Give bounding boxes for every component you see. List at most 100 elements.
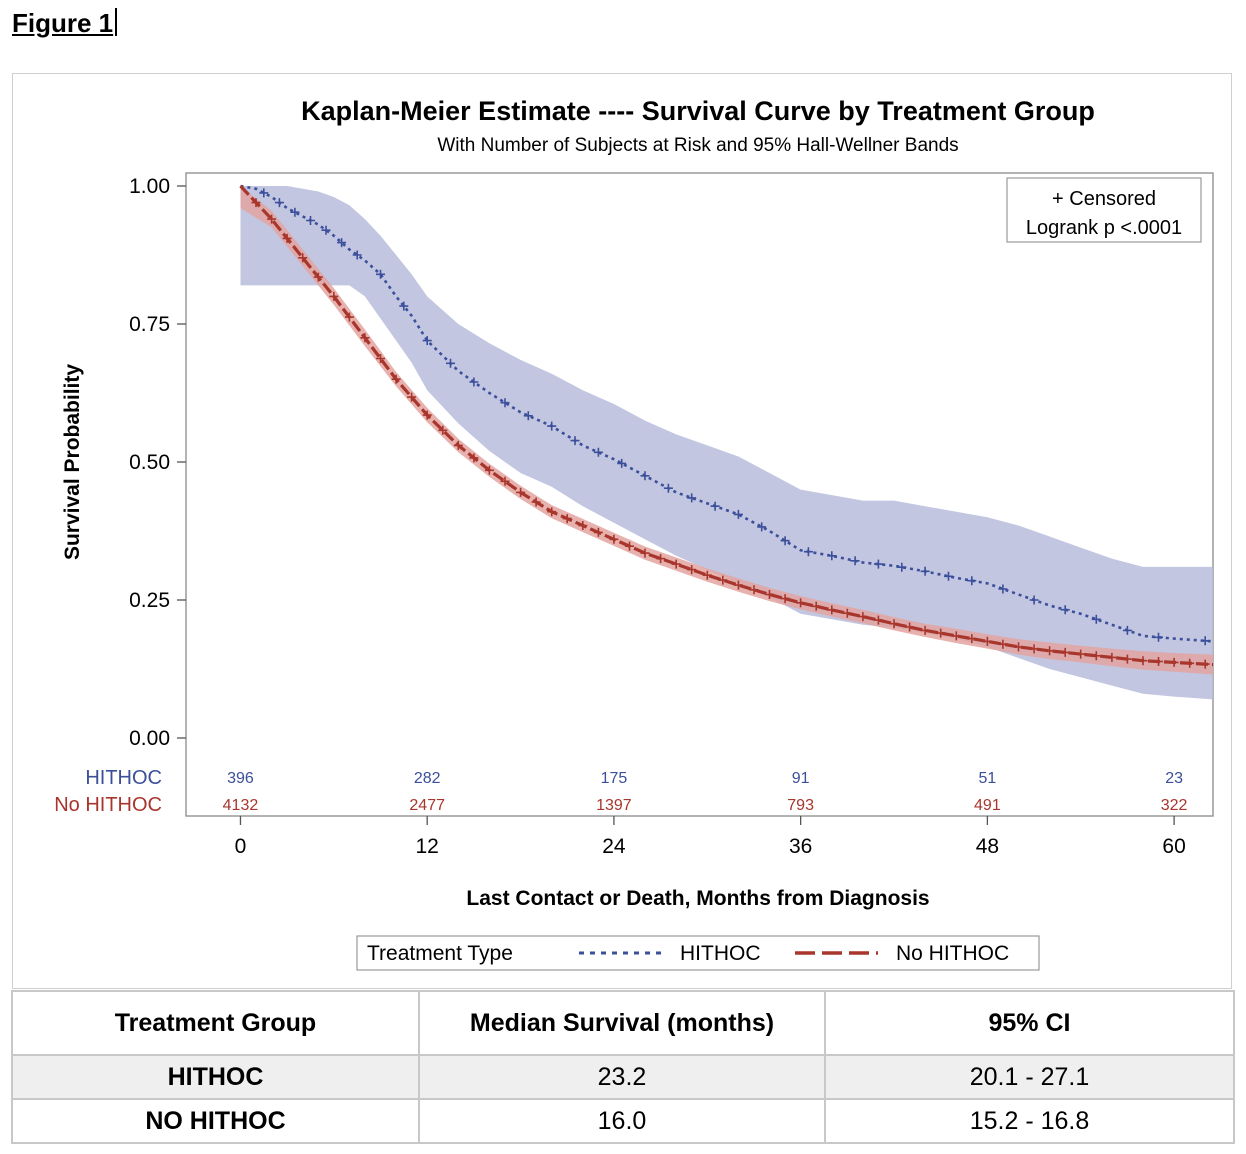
censor-mark: [282, 233, 292, 243]
cell-group: HITHOC: [11, 1054, 420, 1100]
censor-mark: [803, 547, 813, 557]
y-tick-label: 0.75: [129, 313, 170, 336]
x-tick-label: 36: [789, 835, 812, 858]
censor-mark: [1154, 632, 1163, 642]
censor-mark: [733, 509, 743, 519]
censor-mark: [920, 566, 930, 576]
y-tick-label: 0.50: [129, 451, 170, 474]
censor-mark: [873, 615, 883, 625]
cell-ci: 20.1 - 27.1: [824, 1054, 1235, 1100]
at-risk-count: 1397: [596, 797, 632, 814]
figure-label: Figure 1: [12, 8, 118, 39]
censor-mark: [998, 584, 1008, 594]
censor-mark: [344, 312, 354, 322]
censor-mark: [1200, 659, 1210, 669]
censor-mark: [1076, 649, 1086, 659]
censor-mark: [780, 536, 790, 546]
censor-mark: [967, 576, 977, 586]
x-tick-label: 24: [602, 835, 626, 858]
censor-mark: [391, 374, 401, 384]
censor-mark: [733, 580, 743, 590]
censored-legend-text: + Censored: [1052, 188, 1156, 210]
cell-ci: 15.2 - 16.8: [824, 1098, 1235, 1144]
censor-mark: [1060, 647, 1070, 657]
censor-mark: [1060, 605, 1070, 615]
censor-mark: [1200, 636, 1210, 646]
censor-mark: [998, 639, 1008, 649]
legend-label-hithoc: HITHOC: [680, 942, 761, 965]
censor-mark: [936, 628, 946, 638]
censor-mark: [562, 514, 572, 524]
text-cursor: [115, 8, 118, 36]
y-axis-label: Survival Probability: [61, 364, 84, 560]
confidence-band-no-hithoc: [240, 186, 1213, 675]
censor-mark: [321, 225, 331, 235]
censor-mark: [1029, 644, 1039, 654]
censor-mark: [687, 565, 697, 575]
censor-mark: [625, 541, 634, 551]
at-risk-count: 322: [1161, 797, 1188, 814]
censor-mark: [671, 559, 681, 569]
censor-mark: [982, 636, 992, 646]
censor-mark: [617, 458, 627, 468]
censor-mark: [1122, 625, 1132, 635]
at-risk-count: 2477: [409, 797, 445, 814]
censor-mark: [640, 471, 650, 481]
censor-mark: [718, 575, 728, 585]
censor-mark: [905, 622, 915, 632]
censor-mark: [944, 571, 953, 581]
censor-mark: [407, 392, 417, 402]
censor-mark: [500, 476, 510, 486]
at-risk-count: 51: [978, 770, 996, 787]
censor-mark: [469, 453, 479, 463]
at-risk-count: 175: [601, 770, 628, 787]
censor-mark: [796, 598, 806, 608]
x-tick-label: 0: [235, 835, 247, 858]
censor-mark: [376, 354, 385, 363]
chart-subtitle: With Number of Subjects at Risk and 95% …: [437, 135, 958, 156]
censor-mark: [710, 501, 720, 511]
censor-mark: [422, 336, 432, 346]
censor-mark: [337, 238, 347, 248]
censor-mark: [889, 619, 899, 629]
cell-group: NO HITHOC: [11, 1098, 420, 1144]
at-risk-count: 91: [792, 770, 810, 787]
censor-mark: [593, 527, 603, 537]
at-risk-row-label: No HITHOC: [54, 794, 162, 816]
chart-title: Kaplan-Meier Estimate ---- Survival Curv…: [301, 96, 1095, 126]
censor-mark: [516, 487, 526, 497]
censor-mark: [1091, 614, 1101, 624]
censor-mark: [298, 253, 308, 263]
censor-mark: [422, 410, 432, 420]
censor-mark: [1014, 642, 1023, 652]
censor-mark: [687, 493, 697, 503]
censor-mark: [547, 507, 557, 517]
censor-mark: [951, 631, 961, 641]
at-risk-count: 396: [227, 770, 254, 787]
censor-mark: [1122, 654, 1132, 664]
table-row: NO HITHOC 16.0 15.2 - 16.8: [11, 1098, 1235, 1144]
at-risk-row-label: HITHOC: [85, 767, 162, 789]
censor-mark: [967, 634, 977, 644]
censor-mark: [438, 425, 448, 435]
table-header-row: Treatment Group Median Survival (months)…: [11, 990, 1235, 1056]
plot-area: 0.00 0.25 0.50 0.75 1.00 0 12 24 36 48 60 HITHOC 396…: [54, 172, 1214, 858]
legend-title: Treatment Type: [367, 942, 513, 965]
x-tick-label: 12: [416, 835, 439, 858]
censor-mark: [1107, 652, 1117, 662]
censor-mark: [1169, 657, 1179, 667]
censor-mark: [780, 594, 790, 604]
censor-mark: [842, 608, 852, 618]
header-median-survival: Median Survival (months): [418, 990, 826, 1056]
censor-mark: [547, 421, 557, 431]
y-tick-label: 1.00: [129, 175, 170, 198]
table-row: HITHOC 23.2 20.1 - 27.1: [11, 1054, 1235, 1100]
km-chart: Kaplan-Meier Estimate ---- Survival Curv…: [54, 96, 1214, 971]
censor-mark: [593, 447, 603, 457]
at-risk-count: 23: [1165, 770, 1183, 787]
censor-mark: [1185, 658, 1195, 668]
censor-mark: [290, 207, 300, 217]
censor-mark: [313, 272, 323, 282]
censor-mark: [827, 551, 837, 561]
survival-curve-no-hithoc: [239, 184, 1214, 667]
